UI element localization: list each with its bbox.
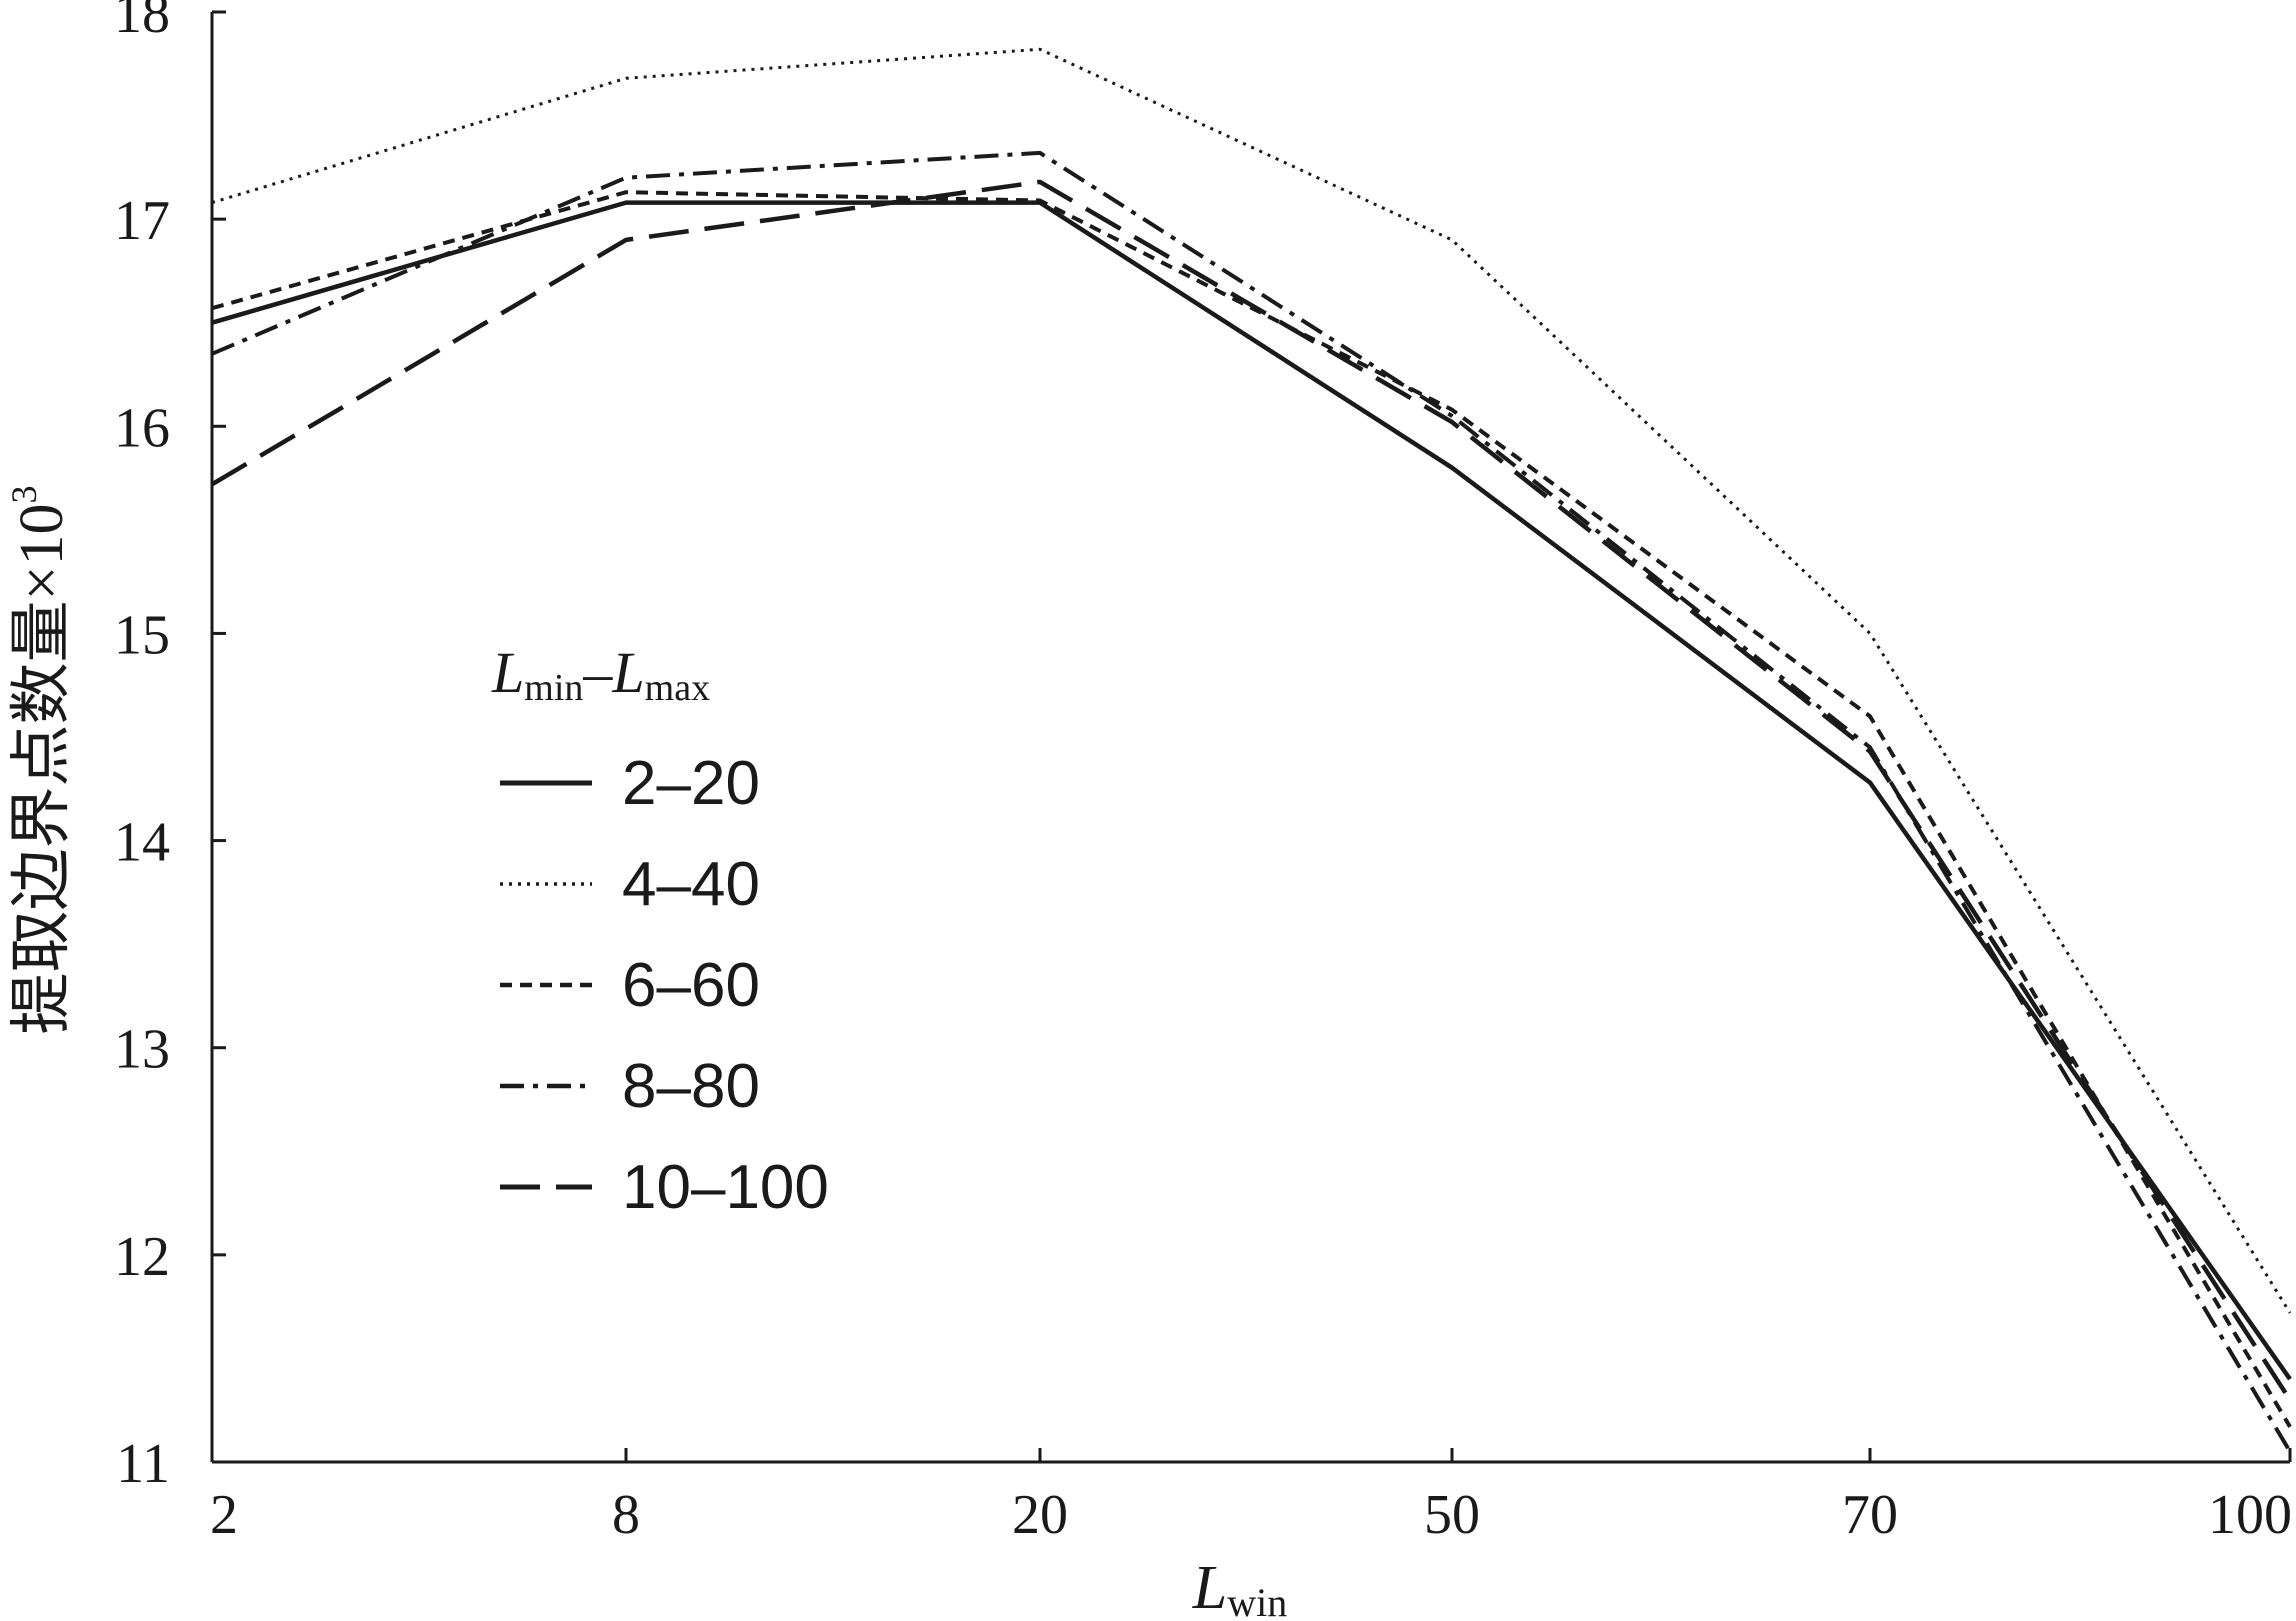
x-tick-label: 20 [1012,1484,1068,1546]
x-axis-title-sub: win [1227,1580,1287,1621]
x-ticks: 2 8 20 50 70 100 [210,1448,2292,1546]
legend-label: 6–60 [622,951,760,1020]
legend-items: 2–20 4–40 6–60 8–80 10–100 [500,749,829,1222]
x-tick-label: 100 [2208,1484,2292,1546]
axes [210,12,2290,1464]
x-axis-title-main: L [1192,1554,1227,1621]
x-tick-label: 50 [1424,1484,1480,1546]
legend-label: 4–40 [622,850,760,919]
legend-title-a: L [491,640,524,705]
y-tick-label: 15 [114,604,170,666]
legend: Lmin–Lmax 2–20 4–40 6–60 8–80 10–100 [491,640,829,1222]
legend-title-dash: – [582,640,613,705]
series-line-10–100 [210,179,2292,1402]
series-line-8–80 [211,150,2292,1453]
y-ticks: 11 12 13 14 15 16 17 18 [114,0,226,1495]
legend-label: 2–20 [622,749,760,818]
x-tick-label: 8 [612,1484,640,1546]
legend-title-b-sub: max [645,667,710,709]
y-tick-label: 12 [114,1226,170,1288]
y-tick-label: 11 [116,1433,170,1495]
legend-label: 8–80 [622,1052,760,1121]
legend-item: 2–20 [500,749,760,818]
x-tick-label: 70 [1842,1484,1898,1546]
y-axis-title-text: 提取边界点数量×10 [8,504,76,1035]
x-axis-title: Lwin [1192,1554,1287,1621]
legend-title-b: L [611,640,644,705]
series-line-6–60 [211,190,2292,1428]
series-line-2–20 [211,200,2292,1381]
legend-item: 4–40 [500,850,760,919]
legend-item: 6–60 [500,951,760,1020]
legend-title: Lmin–Lmax [491,640,710,709]
legend-title-a-sub: min [524,667,583,709]
series-line-4–40 [211,47,2292,1314]
x-tick-label: 2 [210,1484,238,1546]
y-tick-label: 18 [114,0,170,45]
legend-label: 10–100 [622,1153,829,1222]
series-layer [210,47,2292,1453]
y-axis-title-sup: 3 [4,486,44,504]
legend-item: 10–100 [500,1153,829,1222]
y-tick-label: 13 [114,1019,170,1081]
y-tick-label: 16 [114,397,170,459]
y-tick-label: 17 [114,190,170,252]
y-tick-label: 14 [114,812,170,874]
legend-item: 8–80 [500,1052,760,1121]
y-axis-title: 提取边界点数量×103 [4,486,76,1035]
